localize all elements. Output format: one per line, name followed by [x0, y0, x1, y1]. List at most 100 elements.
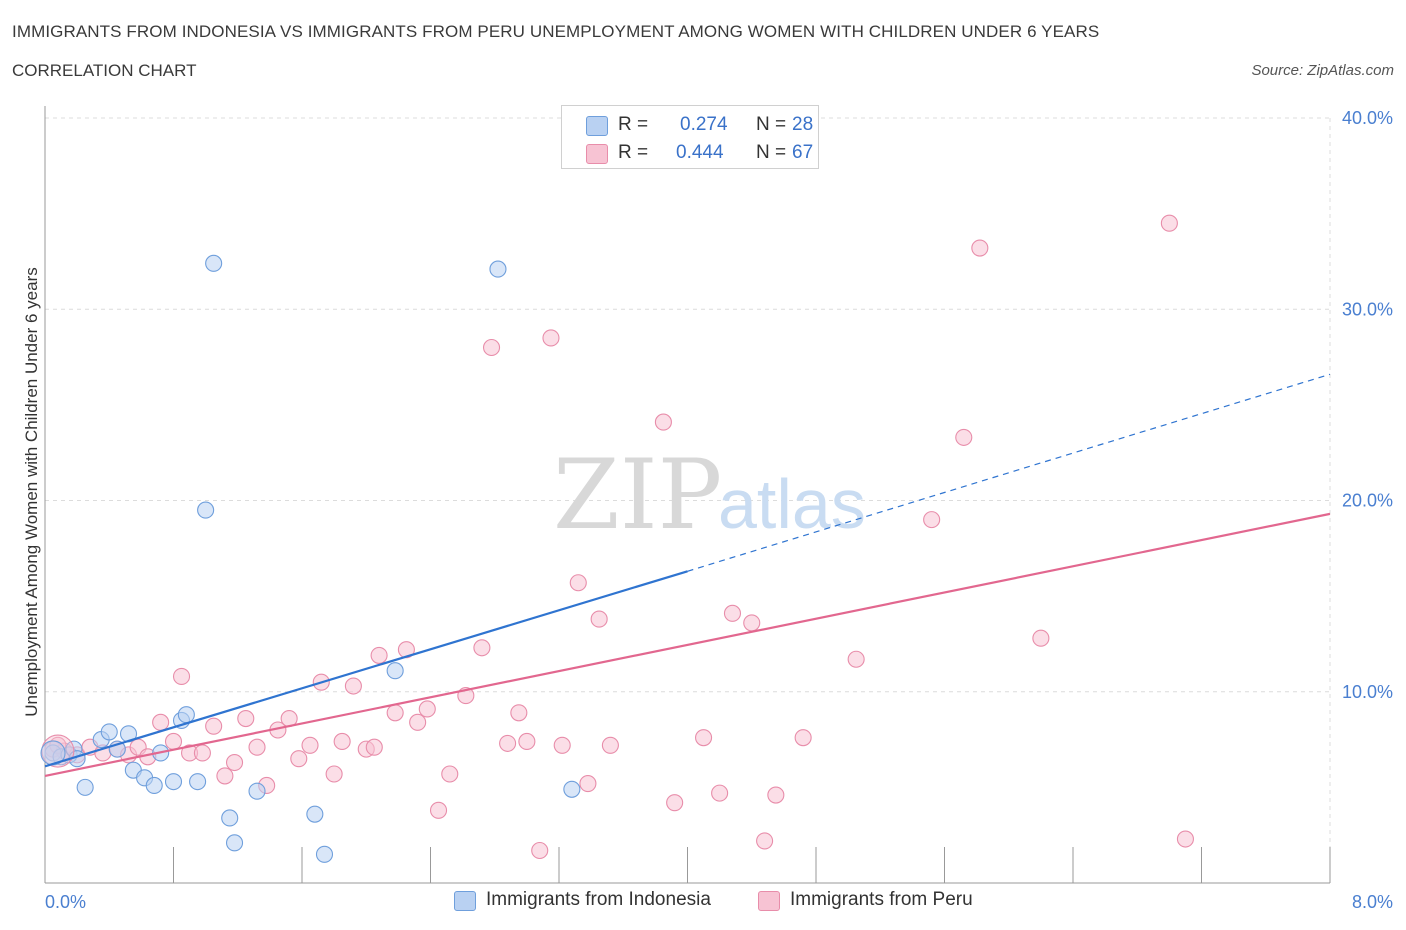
point-peru	[518, 732, 536, 751]
legend-swatch-indonesia	[454, 891, 476, 911]
point-peru	[499, 734, 517, 752]
point-indonesia	[76, 778, 94, 796]
point-peru	[743, 614, 761, 632]
point-peru	[418, 700, 436, 718]
point-peru	[344, 677, 362, 695]
chart-title: IMMIGRANTS FROM INDONESIA VS IMMIGRANTS …	[12, 22, 1100, 41]
y-tick-label: 30.0%	[1342, 299, 1393, 319]
legend-r-value: 0.444	[676, 142, 724, 163]
legend-n-label: N =	[756, 114, 787, 135]
legend-label-peru: Immigrants from Peru	[790, 889, 973, 910]
point-peru	[473, 639, 491, 657]
point-peru	[482, 338, 501, 357]
point-indonesia	[205, 254, 223, 272]
point-indonesia	[189, 773, 207, 791]
legend-n-label: N =	[756, 142, 787, 163]
point-peru	[409, 713, 427, 731]
legend-swatch-peru	[758, 891, 780, 911]
point-indonesia	[145, 776, 163, 795]
point-peru	[654, 413, 672, 431]
point-peru	[711, 784, 729, 802]
point-indonesia	[164, 773, 183, 791]
source-credit: Source: ZipAtlas.com	[1251, 62, 1394, 79]
point-peru	[365, 738, 383, 756]
y-tick-label: 10.0%	[1342, 682, 1393, 702]
point-peru	[429, 801, 448, 819]
watermark-zip: ZIP	[553, 439, 722, 551]
point-peru	[923, 511, 941, 529]
point-indonesia	[177, 706, 195, 724]
legend-r-label: R =	[618, 142, 649, 163]
trend-line-peru	[44, 512, 1331, 777]
point-peru	[590, 610, 608, 628]
chart-subtitle: CORRELATION CHART	[12, 61, 197, 80]
point-peru	[370, 646, 388, 664]
point-indonesia	[197, 501, 215, 519]
point-peru	[723, 604, 742, 622]
point-indonesia	[248, 782, 266, 800]
legend-r-label: R =	[618, 114, 649, 135]
point-peru	[248, 738, 266, 756]
point-peru	[301, 736, 319, 754]
point-peru	[386, 704, 404, 722]
x-tick-label: 8.0%	[1352, 892, 1393, 912]
point-peru	[510, 704, 528, 722]
y-tick-label: 40.0%	[1342, 108, 1393, 128]
legend-swatch-indonesia	[586, 116, 608, 136]
point-peru	[152, 713, 170, 731]
trend-line-indonesia	[44, 570, 688, 768]
point-peru	[531, 841, 549, 860]
point-peru	[971, 239, 989, 257]
point-peru	[569, 574, 587, 592]
point-peru	[767, 786, 785, 804]
point-peru	[164, 732, 183, 751]
point-peru	[601, 736, 619, 754]
x-tick-label: 0.0%	[45, 892, 86, 912]
point-indonesia	[386, 662, 404, 680]
y-axis-label: Unemployment Among Women with Children U…	[22, 267, 41, 716]
point-peru	[553, 736, 571, 754]
point-peru	[290, 750, 308, 768]
point-peru	[1160, 214, 1178, 232]
point-indonesia	[315, 845, 334, 863]
data-points	[40, 214, 1194, 863]
point-peru	[225, 753, 244, 772]
point-indonesia	[306, 805, 324, 823]
point-peru	[205, 717, 223, 735]
point-peru	[216, 767, 234, 785]
point-peru	[193, 744, 211, 762]
trend-lines	[44, 373, 1331, 777]
y-tick-label: 20.0%	[1342, 491, 1393, 511]
point-peru	[1032, 629, 1050, 647]
axes	[44, 106, 1331, 884]
point-peru	[441, 765, 459, 783]
tick-labels: 10.0% 20.0% 30.0% 40.0% 0.0% 8.0%	[45, 108, 1393, 912]
point-peru	[756, 832, 774, 850]
point-peru	[955, 428, 973, 446]
legend-r-value: 0.274	[680, 114, 728, 135]
point-indonesia	[489, 260, 507, 278]
point-indonesia	[221, 809, 239, 827]
point-indonesia	[100, 723, 118, 741]
point-peru	[1176, 830, 1194, 848]
point-peru	[237, 709, 255, 728]
point-peru	[695, 729, 713, 747]
legend-n-value: 28	[792, 114, 814, 135]
legend-label-indonesia: Immigrants from Indonesia	[486, 889, 711, 910]
point-peru	[325, 765, 343, 783]
legend-swatch-peru	[586, 144, 608, 164]
point-peru	[172, 667, 191, 686]
point-peru	[847, 650, 865, 668]
trend-line-indonesia-extension	[687, 373, 1331, 572]
point-peru	[333, 732, 351, 751]
correlation-legend: R = 0.274 N = 28 R = 0.444 N = 67	[561, 105, 819, 169]
point-peru	[666, 794, 684, 812]
point-peru	[579, 774, 597, 793]
point-indonesia	[225, 834, 244, 852]
legend-n-value: 67	[792, 142, 814, 163]
point-peru	[542, 329, 560, 347]
watermark-atlas: atlas	[718, 465, 866, 543]
point-indonesia	[563, 780, 581, 798]
point-peru	[794, 729, 812, 747]
